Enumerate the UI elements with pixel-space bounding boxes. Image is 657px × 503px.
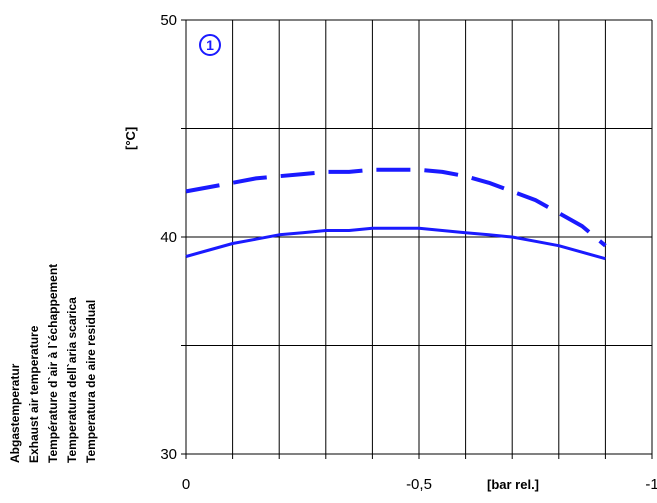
grid — [181, 19, 653, 459]
y-label-line-fr: Température d`air à l`échappement — [46, 264, 60, 463]
y-axis-unit: [°C] — [123, 127, 138, 150]
x-tick-label: -1 — [645, 476, 657, 493]
x-axis-unit: [bar rel.] — [487, 477, 539, 492]
y-label-line-de: Abgastemperatur — [8, 363, 22, 463]
x-tick-label: 0 — [182, 476, 190, 493]
x-tick-label: -0,5 — [406, 476, 432, 493]
series-layer — [185, 167, 607, 261]
badge-label: 1 — [206, 37, 214, 53]
series-line-dashed — [185, 167, 607, 248]
badge-circle — [199, 34, 221, 56]
y-label-line-it: Temperatura dell`aria scarica — [65, 297, 79, 463]
y-tick-label: 40 — [160, 229, 177, 246]
tick-labels: 30 40 50 0 -0,5 -1 — [160, 12, 657, 493]
y-tick-label: 50 — [160, 12, 177, 29]
series-line-solid — [185, 226, 606, 261]
y-label-line-en: Exhaust air temperature — [27, 325, 41, 463]
y-tick-label: 30 — [160, 446, 177, 463]
y-label-line-es: Temperatura de aire residual — [84, 300, 98, 463]
badge: 1 — [199, 34, 221, 56]
